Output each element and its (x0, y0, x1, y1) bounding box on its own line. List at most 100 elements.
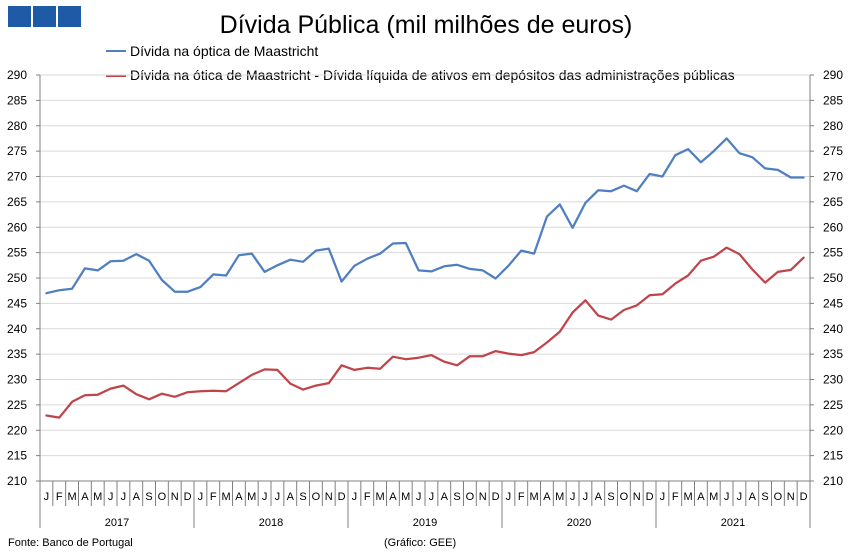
month-label: J (416, 491, 422, 503)
logo-square-1 (8, 6, 31, 27)
month-label: J (583, 491, 589, 503)
month-label: M (555, 491, 564, 503)
y-tick-label-right: 230 (823, 373, 843, 387)
y-tick-label-right: 265 (823, 195, 843, 209)
y-tick-label-left: 230 (7, 373, 27, 387)
month-label: F (364, 491, 371, 503)
y-axis-left: 210 215 220 225 230 235 240 245 250 255 260 265 270 2… (7, 68, 40, 488)
legend-line-net (106, 75, 126, 77)
month-label: O (312, 491, 321, 503)
month-label: S (607, 491, 614, 503)
month-label: A (287, 491, 295, 503)
series-line-2 (45, 246, 805, 419)
month-label: J (352, 491, 358, 503)
logo-square-3 (58, 6, 81, 27)
y-tick-label-right: 285 (823, 93, 843, 107)
legend-label-maastricht: Dívida na óptica de Maastricht (130, 43, 319, 59)
gridlines (40, 74, 810, 482)
month-label: M (709, 491, 718, 503)
month-label: A (441, 491, 449, 503)
y-tick-label-left: 240 (7, 322, 27, 336)
month-label: M (247, 491, 256, 503)
chart-title: Dívida Pública (mil milhões de euros) (219, 11, 633, 39)
y-tick-label-right: 270 (823, 170, 843, 184)
month-label: A (133, 491, 141, 503)
month-label: M (221, 491, 230, 503)
y-tick-label-right: 210 (823, 474, 843, 488)
y-tick-label-left: 260 (7, 220, 27, 234)
month-label: D (184, 491, 192, 503)
y-tick-label-left: 285 (7, 93, 27, 107)
month-label: S (453, 491, 460, 503)
month-label: F (56, 491, 63, 503)
y-tick-label-left: 255 (7, 246, 27, 260)
source-note: Fonte: Banco de Portugal (8, 537, 133, 549)
month-label: A (697, 491, 705, 503)
month-label: J (429, 491, 435, 503)
chart-credit: (Gráfico: GEE) (384, 537, 457, 549)
month-label: J (570, 491, 576, 503)
y-tick-label-left: 220 (7, 423, 27, 437)
logo-square-2 (33, 6, 56, 27)
month-label: M (401, 491, 410, 503)
month-label: S (299, 491, 306, 503)
y-tick-label-right: 215 (823, 449, 843, 463)
y-tick-label-right: 260 (823, 220, 843, 234)
y-tick-label-right: 240 (823, 322, 843, 336)
month-label: J (121, 491, 127, 503)
month-label: J (275, 491, 281, 503)
series-line-1 (45, 137, 805, 295)
month-label: J (737, 491, 743, 503)
y-tick-label-right: 255 (823, 246, 843, 260)
y-tick-label-right: 280 (823, 119, 843, 133)
month-label: D (800, 491, 808, 503)
y-tick-label-left: 280 (7, 119, 27, 133)
y-tick-label-left: 250 (7, 271, 27, 285)
y-tick-label-right: 245 (823, 296, 843, 310)
month-label: N (787, 491, 795, 503)
month-label: S (145, 491, 152, 503)
y-tick-label-left: 225 (7, 398, 27, 412)
y-tick-label-right: 220 (823, 423, 843, 437)
month-label: J (724, 491, 730, 503)
y-tick-label-left: 275 (7, 144, 27, 158)
y-tick-label-left: 270 (7, 170, 27, 184)
month-label: A (595, 491, 603, 503)
month-label: O (774, 491, 783, 503)
year-label: 2020 (567, 517, 591, 529)
month-label: A (81, 491, 89, 503)
year-label: 2021 (721, 517, 745, 529)
month-label: O (158, 491, 167, 503)
month-label: A (749, 491, 757, 503)
series-lines (45, 137, 805, 419)
y-tick-label-right: 275 (823, 144, 843, 158)
y-tick-label-right: 235 (823, 347, 843, 361)
legend-line-maastricht (106, 50, 126, 52)
y-tick-label-left: 235 (7, 347, 27, 361)
month-label: M (683, 491, 692, 503)
month-label: A (235, 491, 243, 503)
year-label: 2017 (105, 517, 129, 529)
month-label: M (529, 491, 538, 503)
month-label: O (466, 491, 475, 503)
month-label: M (67, 491, 76, 503)
y-tick-label-left: 265 (7, 195, 27, 209)
y-tick-label-right: 290 (823, 68, 843, 82)
month-label: S (761, 491, 768, 503)
year-label: 2018 (259, 517, 283, 529)
month-label: F (518, 491, 525, 503)
month-label: N (171, 491, 179, 503)
y-axis-right: 210 215 220 225 230 235 240 245 250 255 260 265 270 2… (810, 68, 843, 488)
month-label: F (672, 491, 679, 503)
y-tick-label-right: 250 (823, 271, 843, 285)
month-label: O (620, 491, 629, 503)
month-label: F (210, 491, 217, 503)
month-label: N (633, 491, 641, 503)
month-label: M (375, 491, 384, 503)
y-tick-label-left: 210 (7, 474, 27, 488)
month-label: N (325, 491, 333, 503)
y-tick-label-left: 245 (7, 296, 27, 310)
month-label: D (338, 491, 346, 503)
